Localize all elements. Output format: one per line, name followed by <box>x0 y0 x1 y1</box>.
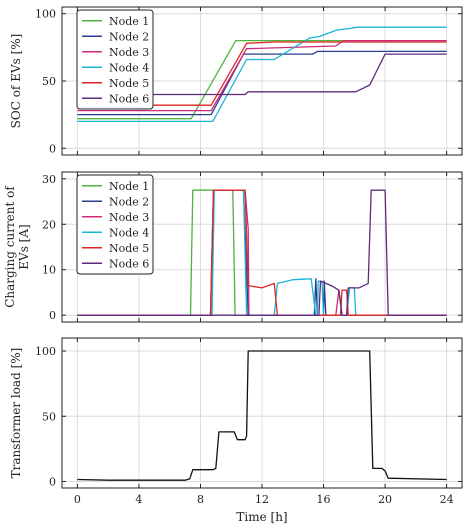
series-line-load <box>77 350 447 481</box>
y-tick-label: 0 <box>49 475 56 488</box>
x-tick-label: 8 <box>197 493 204 506</box>
x-tick-label: 4 <box>135 493 142 506</box>
legend-label: Node 3 <box>109 211 149 224</box>
legend-label: Node 4 <box>109 226 149 239</box>
legend: Node 1 Node 2 Node 3 Node 4 Node 5 Node 6 <box>76 174 154 275</box>
y-tick-label: 0 <box>49 142 56 155</box>
legend-label: Node 3 <box>109 46 149 59</box>
series-line-node-4 <box>77 26 447 123</box>
series-line-node-5 <box>77 41 447 106</box>
y-axis-label: SOC of EVs [%] <box>9 34 23 129</box>
y-tick-label: 100 <box>35 345 56 358</box>
series-line-node-5 <box>77 189 447 316</box>
y-tick-label: 0 <box>49 309 56 322</box>
legend: Node 1 Node 2 Node 3 Node 4 Node 5 Node 6 <box>76 9 154 110</box>
series-line-node-6 <box>77 53 447 96</box>
x-tick-label: 16 <box>317 493 331 506</box>
series-line-node-2 <box>77 50 447 116</box>
legend-box <box>76 9 154 110</box>
x-tick-label: 20 <box>378 493 392 506</box>
legend-label: Node 1 <box>109 15 149 28</box>
y-axis-label-line: SOC of EVs [%] <box>9 34 23 129</box>
y-axis-label: Charging current ofEVs [A] <box>3 185 31 308</box>
series-line-node-6 <box>77 189 447 316</box>
y-tick-label: 10 <box>42 264 56 277</box>
legend-box <box>76 174 154 275</box>
x-tick-label: 24 <box>440 493 454 506</box>
x-axis-label: Time [h] <box>236 510 287 524</box>
x-tick-label: 12 <box>255 493 269 506</box>
legend-label: Node 5 <box>109 77 149 90</box>
y-tick-label: 100 <box>35 8 56 21</box>
legend-label: Node 2 <box>109 195 149 208</box>
legend-label: Node 6 <box>109 92 149 105</box>
legend-label: Node 1 <box>109 180 149 193</box>
y-axis-label-line: Transformer load [%] <box>9 348 23 479</box>
legend-label: Node 2 <box>109 30 149 43</box>
y-tick-label: 50 <box>42 75 56 88</box>
series-line-node-1 <box>77 39 447 120</box>
y-tick-label: 20 <box>42 218 56 231</box>
y-axis-label: Transformer load [%] <box>9 348 23 479</box>
y-tick-label: 50 <box>42 410 56 423</box>
legend-label: Node 6 <box>109 257 149 270</box>
y-tick-label: 30 <box>42 173 56 186</box>
series-line-node-3 <box>77 39 447 112</box>
y-axis-label-line: Charging current of <box>3 185 17 308</box>
legend-label: Node 4 <box>109 61 149 74</box>
panel-3: 0 50 100 0 4 8 12 16 20 24 Transformer load [%] Tim… <box>9 337 463 524</box>
x-tick-label: 0 <box>74 493 81 506</box>
legend-label: Node 5 <box>109 242 149 255</box>
y-axis-label-line: EVs [A] <box>17 224 31 269</box>
